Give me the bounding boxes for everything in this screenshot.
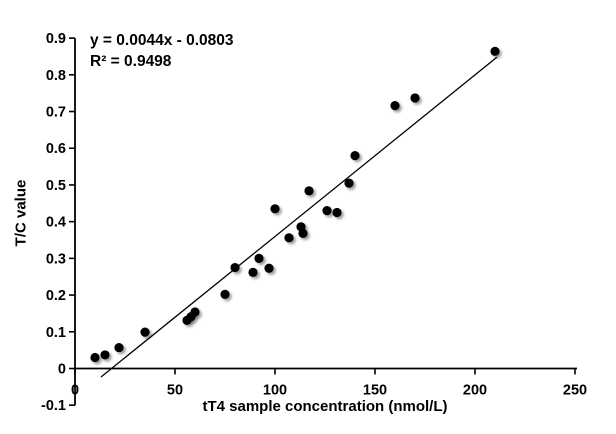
- y-tick-label: 0.4: [46, 215, 66, 231]
- y-tick-label: 0.3: [46, 251, 66, 267]
- y-tick-label: 0.5: [46, 178, 66, 194]
- data-point: [410, 93, 420, 103]
- y-tick-label: 0.1: [46, 325, 66, 341]
- data-point: [298, 228, 308, 239]
- data-point: [90, 352, 100, 363]
- y-tick-label: 0: [58, 362, 66, 378]
- x-tick-label: 150: [363, 383, 387, 399]
- data-point: [490, 46, 500, 56]
- data-point: [100, 350, 110, 360]
- y-tick-label: 0.7: [46, 105, 66, 121]
- r-squared-text: R² = 0.9498: [90, 53, 172, 70]
- data-point: [220, 289, 230, 299]
- x-tick-label: 0: [71, 383, 79, 399]
- data-point: [270, 204, 280, 214]
- data-point: [350, 150, 360, 161]
- trendline: [100, 56, 498, 378]
- y-axis-title-text: T/C value: [12, 179, 30, 247]
- data-point: [390, 101, 400, 111]
- data-point: [284, 233, 294, 243]
- data-point: [230, 262, 240, 273]
- y-tick-label: 0.6: [46, 141, 66, 157]
- data-point: [344, 178, 354, 188]
- data-point: [248, 267, 258, 277]
- data-point: [190, 307, 200, 317]
- x-tick-label: 50: [167, 383, 183, 399]
- y-tick-label: 0.9: [46, 31, 66, 47]
- y-tick-label: -0.1: [41, 398, 66, 414]
- data-point: [332, 207, 342, 218]
- data-point: [322, 206, 332, 216]
- y-tick-label: 0.2: [46, 288, 66, 304]
- x-axis-title: tT4 sample concentration (nmol/L): [202, 398, 448, 415]
- trendline-annotation: y = 0.0044x - 0.0803 R² = 0.9498: [90, 30, 234, 72]
- x-tick-label: 250: [563, 383, 587, 399]
- equation-text: y = 0.0044x - 0.0803: [90, 32, 234, 49]
- data-point: [254, 253, 264, 263]
- data-point: [264, 263, 274, 273]
- data-point: [304, 186, 314, 196]
- y-tick-label: 0.8: [46, 68, 66, 84]
- data-point: [114, 342, 124, 353]
- data-point: [140, 327, 150, 337]
- x-tick-label: 200: [463, 383, 487, 399]
- x-tick-label: 100: [263, 383, 287, 399]
